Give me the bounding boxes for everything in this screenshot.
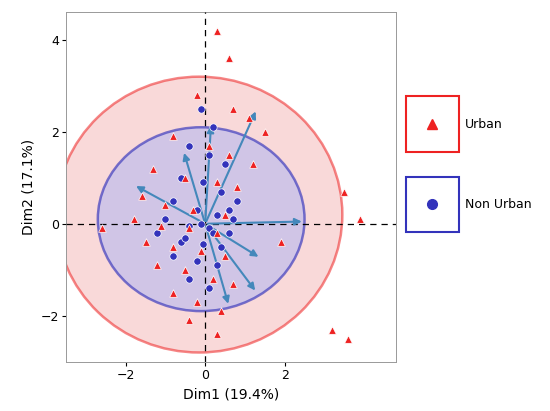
Point: [199, 241, 207, 248]
Point: [193, 92, 202, 98]
Point: [169, 243, 178, 250]
Point: [233, 184, 241, 190]
Point: [208, 276, 217, 282]
Point: [217, 188, 226, 195]
Point: [213, 179, 222, 186]
Point: [129, 216, 138, 222]
Point: [169, 253, 178, 259]
Point: [197, 106, 206, 112]
Point: [199, 179, 207, 186]
Point: [249, 161, 257, 167]
FancyBboxPatch shape: [406, 177, 459, 233]
FancyBboxPatch shape: [406, 96, 459, 152]
Point: [197, 220, 206, 227]
Point: [221, 161, 229, 167]
Point: [205, 285, 213, 291]
Point: [344, 335, 353, 342]
Point: [328, 326, 337, 333]
Point: [149, 165, 158, 172]
Point: [233, 198, 241, 204]
Point: [185, 142, 194, 149]
Point: [141, 239, 150, 245]
Point: [193, 257, 202, 264]
Point: [169, 289, 178, 296]
Y-axis label: Dim2 (17.1%): Dim2 (17.1%): [21, 139, 35, 235]
Point: [224, 55, 233, 62]
Point: [229, 106, 238, 112]
Point: [217, 308, 226, 314]
Point: [221, 211, 229, 218]
Point: [245, 115, 254, 121]
Point: [169, 198, 178, 204]
Point: [213, 28, 222, 34]
Point: [185, 223, 194, 229]
Point: [224, 152, 233, 158]
Point: [205, 225, 213, 232]
Point: [97, 225, 106, 232]
Point: [340, 188, 349, 195]
Point: [356, 216, 365, 222]
Point: [217, 243, 226, 250]
Point: [161, 216, 170, 222]
Point: [221, 253, 229, 259]
Point: [193, 299, 202, 305]
Point: [181, 266, 190, 273]
Point: [185, 276, 194, 282]
Point: [181, 234, 190, 241]
Point: [276, 239, 285, 245]
Point: [193, 207, 202, 213]
Point: [213, 230, 222, 236]
Text: Non Urban: Non Urban: [465, 198, 532, 211]
Ellipse shape: [98, 127, 305, 311]
Point: [229, 280, 238, 287]
Point: [205, 152, 213, 158]
X-axis label: Dim1 (19.4%): Dim1 (19.4%): [183, 387, 279, 401]
Point: [213, 211, 222, 218]
Point: [177, 175, 186, 181]
Point: [181, 175, 190, 181]
Point: [161, 202, 170, 209]
Point: [153, 230, 162, 236]
Point: [185, 317, 194, 323]
Point: [260, 129, 269, 135]
Point: [213, 331, 222, 337]
Point: [213, 262, 222, 268]
Point: [208, 124, 217, 131]
Point: [153, 262, 162, 268]
Point: [224, 230, 233, 236]
Text: Urban: Urban: [465, 118, 503, 131]
Point: [197, 248, 206, 255]
Point: [224, 207, 233, 213]
Ellipse shape: [56, 77, 342, 353]
Point: [157, 223, 166, 229]
Point: [189, 207, 197, 213]
Point: [185, 225, 194, 232]
Point: [208, 230, 217, 236]
Point: [229, 216, 238, 222]
Point: [137, 193, 146, 199]
Point: [169, 133, 178, 140]
Point: [177, 239, 186, 245]
Point: [205, 142, 213, 149]
